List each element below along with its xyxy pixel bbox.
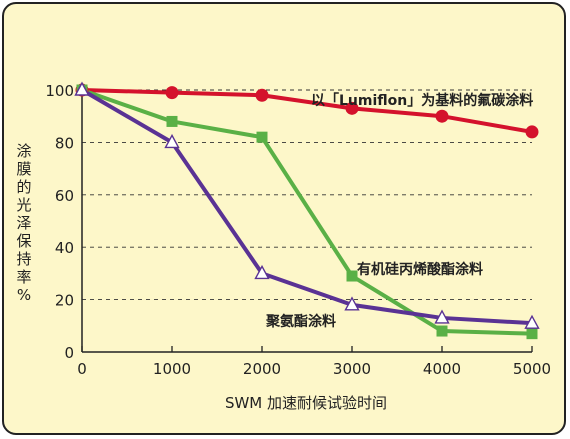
series-0-point-1 — [165, 86, 179, 100]
x-tick-label-5000: 5000 — [513, 360, 551, 378]
series-label-silicone-acrylic: 有机硅丙烯酸酯涂料 — [357, 261, 483, 278]
y-tick-label-40: 40 — [55, 239, 74, 257]
series-0-point-5 — [525, 125, 539, 139]
series-markers — [74, 81, 540, 340]
series-1-point-5 — [526, 328, 538, 340]
chart-frame: 0 20 40 60 80 100 0 1000 2000 3000 4000 5000 SWM 加速… — [2, 2, 566, 435]
series-0-point-3 — [345, 101, 359, 115]
y-axis-label-char: 膜 — [16, 160, 31, 178]
series-line-2 — [80, 88, 533, 326]
series-label-fluorocarbon: 以「Lumiflon」为基料的氟碳涂料 — [311, 92, 533, 109]
y-axis-label-char: 涂 — [16, 142, 31, 160]
series-2-point-1 — [164, 133, 180, 149]
x-tick-label-4000: 4000 — [423, 360, 461, 378]
series-2-point-3 — [344, 296, 360, 311]
series-1-point-3 — [346, 270, 358, 282]
series-1-point-2 — [256, 131, 268, 143]
y-tick-label-60: 60 — [55, 187, 74, 205]
y-axis-label-char: 泽 — [16, 214, 31, 232]
y-axis-label: 涂膜的光泽保持率% — [16, 142, 31, 304]
y-axis-label-char: 光 — [16, 196, 31, 214]
series-0-point-2 — [255, 88, 269, 102]
series-2-point-0 — [74, 81, 90, 96]
y-axis-label-char: 持 — [16, 250, 31, 268]
x-tick-label-2000: 2000 — [243, 360, 281, 378]
x-tick-label-0: 0 — [77, 360, 87, 378]
x-tick-label-1000: 1000 — [153, 360, 191, 378]
y-tick-label-0: 0 — [64, 344, 74, 362]
series-line-0 — [81, 88, 533, 134]
axes — [81, 90, 533, 353]
series-line-1 — [81, 88, 533, 336]
series-1-point-1 — [166, 115, 178, 127]
series-2-point-5 — [524, 314, 540, 329]
series-0-point-4 — [435, 109, 449, 123]
y-axis-label-char: 保 — [16, 232, 31, 250]
y-axis-label-char: % — [17, 286, 31, 304]
x-axis-label: SWM 加速耐候试验时间 — [225, 394, 387, 412]
y-tick-label-80: 80 — [55, 134, 74, 152]
y-axis-label-char: 率 — [16, 268, 31, 286]
x-tick-label-3000: 3000 — [333, 360, 371, 378]
series-lines — [80, 88, 533, 336]
grid-lines — [82, 89, 532, 301]
y-axis-label-char: 的 — [16, 178, 31, 196]
y-tick-label-100: 100 — [45, 82, 74, 100]
series-1-point-4 — [436, 325, 448, 337]
y-tick-label-20: 20 — [55, 292, 74, 310]
series-2-point-4 — [434, 309, 450, 324]
series-2-point-2 — [254, 264, 270, 280]
series-label-polyurethane: 聚氨酯涂料 — [265, 313, 336, 330]
